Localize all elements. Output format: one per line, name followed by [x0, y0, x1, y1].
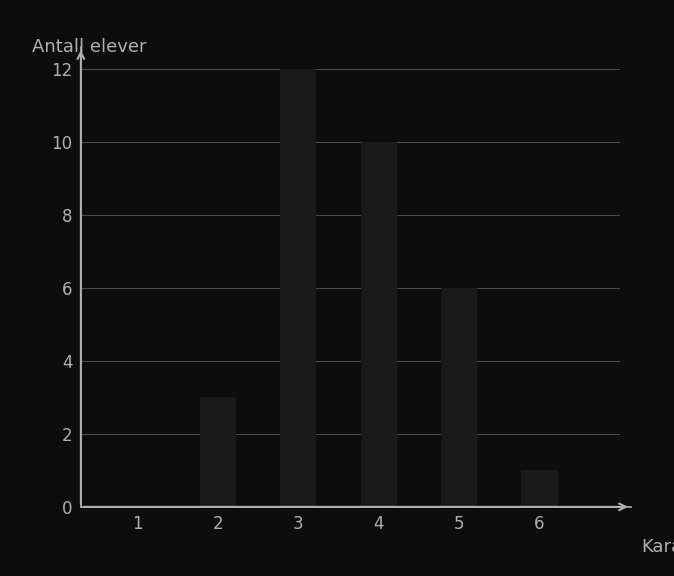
Text: Antall elever: Antall elever [32, 39, 147, 56]
Bar [361, 142, 397, 507]
Bar [200, 397, 236, 507]
Bar [280, 69, 316, 507]
Bar [522, 471, 557, 507]
Bar [441, 288, 477, 507]
Text: Karakter: Karakter [642, 537, 674, 555]
